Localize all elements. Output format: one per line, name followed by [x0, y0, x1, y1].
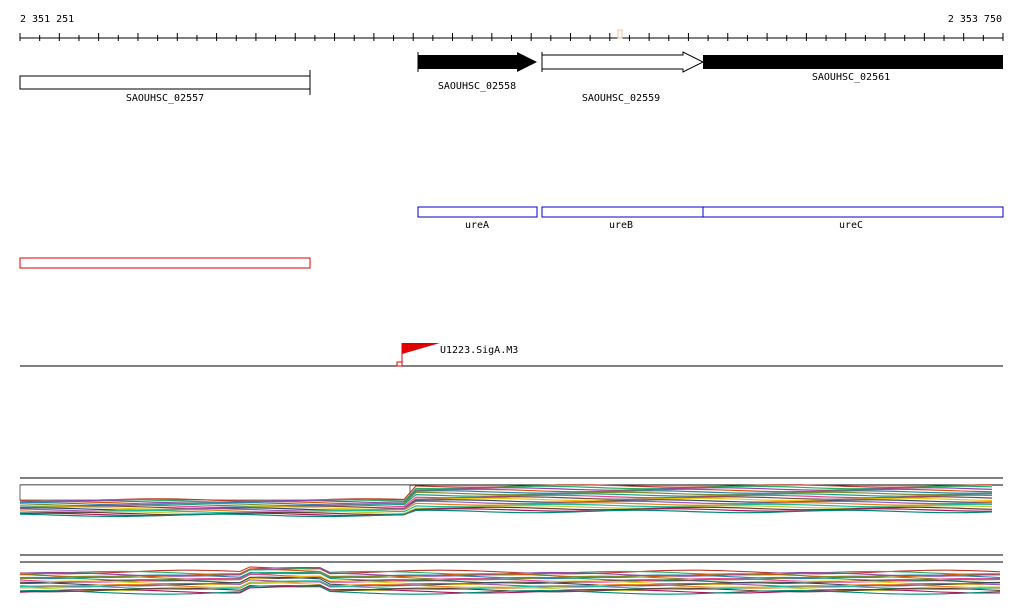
gene[interactable]: [19, 75, 311, 90]
track-line: [19, 585, 1001, 595]
track-line: [19, 485, 993, 503]
feature-box[interactable]: [19, 257, 311, 269]
expression-track: [19, 484, 993, 518]
gene-label: SAOUHSC_02557: [126, 93, 204, 104]
expression-track: [19, 566, 1001, 595]
track-line: [19, 579, 1001, 588]
track-line: [19, 491, 993, 507]
cursor: [617, 29, 623, 39]
gene-name-box[interactable]: [702, 206, 1004, 218]
track-line: [19, 509, 993, 518]
ruler-end: 2 353 750: [948, 14, 1002, 25]
track-line: [19, 567, 1001, 576]
promoter-label: U1223.SigA.M3: [440, 345, 518, 356]
gene-name-box[interactable]: [541, 206, 704, 218]
track-line: [19, 580, 1001, 589]
track-line: [19, 496, 993, 509]
track-line: [19, 576, 1001, 587]
ruler-ticks: [19, 33, 1004, 41]
gene-name-box[interactable]: [417, 206, 538, 218]
track-line: [19, 584, 1001, 594]
gene[interactable]: [703, 55, 1003, 69]
gene-label: SAOUHSC_02561: [812, 72, 890, 83]
gene-name: ureA: [465, 220, 489, 231]
track-line: [19, 505, 993, 515]
gene-name: ureC: [839, 220, 863, 231]
track-fill: [19, 484, 411, 501]
gene-label: SAOUHSC_02558: [438, 81, 516, 92]
promoter-flag[interactable]: [402, 343, 440, 354]
gene[interactable]: [541, 51, 705, 73]
gene-name: ureB: [609, 220, 633, 231]
gene[interactable]: [418, 52, 537, 72]
ruler-start: 2 351 251: [20, 14, 74, 25]
promoter-base: [396, 361, 403, 367]
gene-label: SAOUHSC_02559: [582, 93, 660, 104]
